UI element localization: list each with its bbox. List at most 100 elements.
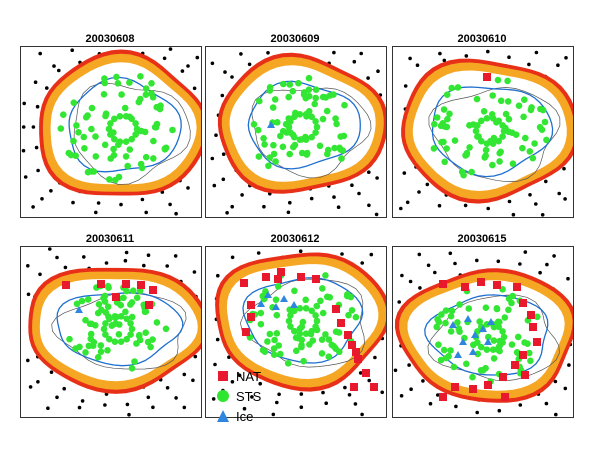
sts-marker bbox=[536, 123, 544, 131]
sts-marker bbox=[502, 110, 510, 118]
sts-marker bbox=[123, 335, 130, 343]
sts-marker bbox=[341, 101, 348, 109]
legend-label-nat: NAT bbox=[236, 368, 262, 384]
sts-marker bbox=[106, 335, 113, 343]
sts-marker bbox=[478, 117, 485, 125]
station-dot bbox=[534, 202, 538, 206]
sts-marker bbox=[97, 342, 105, 349]
station-dot bbox=[240, 193, 244, 197]
sts-marker bbox=[291, 327, 298, 335]
station-dot bbox=[221, 177, 226, 182]
map-panel bbox=[205, 246, 387, 418]
sts-marker bbox=[257, 320, 265, 328]
station-dot bbox=[31, 125, 36, 129]
station-dot bbox=[486, 206, 490, 211]
station-dot bbox=[275, 400, 279, 405]
nat-marker bbox=[97, 280, 105, 288]
sts-marker bbox=[482, 304, 490, 311]
sts-marker bbox=[100, 325, 108, 333]
station-dot bbox=[486, 49, 490, 54]
sts-marker bbox=[287, 312, 294, 319]
sts-marker bbox=[337, 133, 344, 140]
ice-marker bbox=[459, 338, 467, 345]
sts-marker bbox=[110, 151, 118, 159]
sts-marker bbox=[116, 138, 124, 145]
station-dot bbox=[192, 86, 197, 91]
sts-marker bbox=[319, 115, 327, 123]
nat-marker bbox=[439, 393, 447, 401]
panel-title: 20030610 bbox=[457, 33, 507, 45]
station-dot bbox=[40, 197, 44, 201]
polar-map bbox=[21, 47, 201, 216]
sts-marker bbox=[313, 317, 321, 325]
sts-marker bbox=[311, 100, 318, 108]
station-dot bbox=[538, 270, 542, 275]
station-dot bbox=[62, 386, 66, 391]
station-dot bbox=[256, 251, 261, 255]
station-dot bbox=[223, 70, 227, 74]
station-dot bbox=[518, 403, 523, 407]
sts-marker bbox=[529, 154, 537, 162]
sts-marker bbox=[117, 313, 125, 320]
sts-marker bbox=[277, 350, 284, 358]
sts-marker bbox=[447, 328, 455, 335]
sts-marker bbox=[499, 133, 506, 140]
station-dot bbox=[367, 170, 371, 174]
station-dot bbox=[332, 195, 336, 199]
sts-marker bbox=[57, 125, 65, 132]
polar-map bbox=[211, 249, 386, 417]
sts-marker bbox=[151, 123, 159, 131]
station-dot bbox=[463, 203, 468, 208]
station-dot bbox=[162, 56, 167, 61]
sts-marker bbox=[106, 315, 113, 323]
ice-marker bbox=[272, 303, 280, 310]
nat-marker bbox=[362, 369, 370, 377]
sts-marker bbox=[299, 318, 307, 326]
sts-marker bbox=[107, 131, 114, 138]
legend-item-ice: Ice bbox=[216, 406, 261, 426]
station-dot bbox=[168, 202, 172, 207]
station-dot bbox=[182, 405, 187, 410]
station-dot bbox=[475, 410, 479, 415]
map-panel bbox=[392, 46, 574, 218]
station-dot bbox=[104, 261, 109, 265]
sts-marker bbox=[128, 365, 136, 372]
sts-marker bbox=[543, 136, 550, 144]
station-dot bbox=[250, 395, 254, 399]
sts-marker bbox=[474, 122, 481, 129]
station-dot bbox=[405, 200, 410, 205]
sts-marker bbox=[108, 322, 116, 329]
sts-marker bbox=[500, 127, 508, 135]
sts-marker bbox=[483, 346, 491, 353]
sts-marker bbox=[270, 351, 278, 358]
sts-marker bbox=[454, 84, 462, 91]
sts-marker bbox=[322, 272, 329, 279]
map-panel bbox=[20, 46, 202, 218]
nat-marker bbox=[533, 338, 541, 346]
sts-marker bbox=[256, 97, 263, 105]
sts-marker bbox=[128, 115, 135, 123]
station-dot bbox=[151, 405, 155, 410]
sts-marker bbox=[323, 107, 331, 115]
station-dot bbox=[46, 406, 50, 410]
sts-marker bbox=[118, 91, 125, 98]
station-dot bbox=[563, 197, 567, 201]
sts-marker bbox=[458, 168, 466, 176]
station-dot bbox=[77, 405, 82, 410]
sts-marker bbox=[261, 141, 268, 148]
nat-marker bbox=[297, 273, 305, 281]
sts-marker bbox=[352, 313, 360, 321]
nat-marker bbox=[137, 281, 145, 289]
sts-marker bbox=[302, 296, 309, 304]
station-dot bbox=[562, 166, 566, 171]
sts-marker bbox=[116, 321, 123, 328]
sts-marker bbox=[65, 149, 73, 157]
sts-marker bbox=[444, 115, 451, 123]
sts-marker bbox=[466, 144, 473, 151]
panel-title: 20030608 bbox=[85, 33, 135, 45]
nat-marker bbox=[240, 279, 248, 287]
sts-marker bbox=[300, 357, 307, 365]
station-dot bbox=[299, 405, 304, 409]
station-dot bbox=[375, 176, 379, 180]
sts-marker bbox=[541, 118, 549, 126]
